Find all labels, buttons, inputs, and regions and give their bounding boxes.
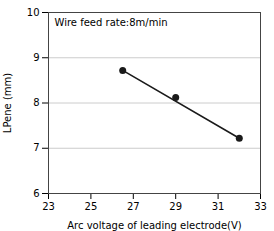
svg-text:9: 9 — [33, 52, 39, 63]
svg-text:Wire feed rate:8m/min: Wire feed rate:8m/min — [55, 17, 168, 28]
svg-text:23: 23 — [42, 201, 55, 212]
svg-text:25: 25 — [85, 201, 98, 212]
svg-text:27: 27 — [127, 201, 140, 212]
svg-text:7: 7 — [33, 142, 39, 153]
svg-text:Arc voltage of leading electro: Arc voltage of leading electrode(V) — [67, 220, 242, 231]
svg-text:8: 8 — [33, 97, 39, 108]
svg-text:LPene (mm): LPene (mm) — [2, 73, 13, 133]
svg-text:29: 29 — [169, 201, 182, 212]
svg-text:6: 6 — [33, 188, 39, 199]
svg-text:31: 31 — [212, 201, 225, 212]
svg-text:10: 10 — [27, 7, 40, 18]
svg-text:33: 33 — [254, 201, 267, 212]
